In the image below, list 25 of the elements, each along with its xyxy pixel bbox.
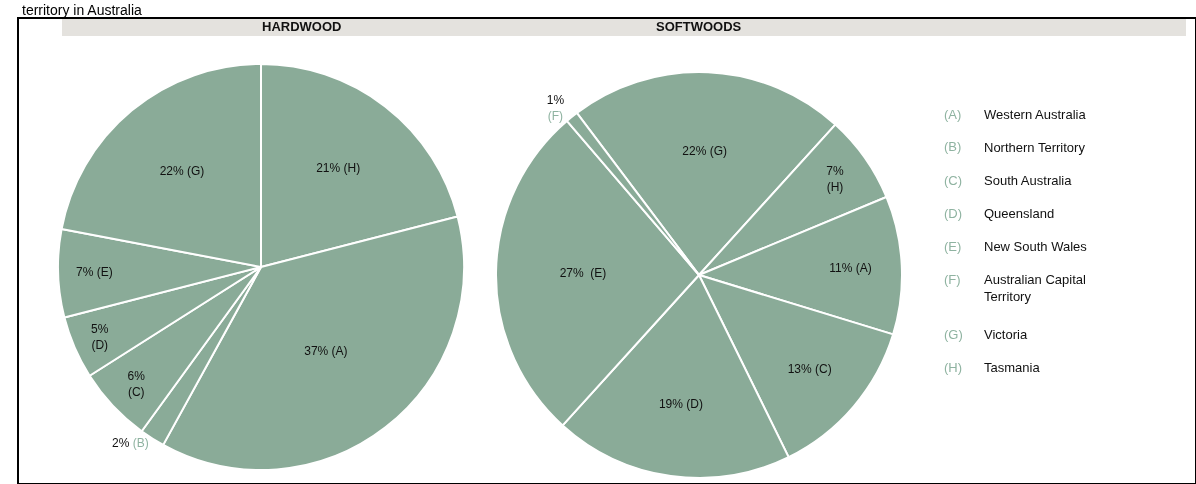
text: (B) Northern Territory bbox=[944, 139, 1085, 155]
text: (E) New South Wales bbox=[944, 239, 1087, 254]
text: (F) Australian Capital Territory bbox=[944, 272, 1086, 304]
data-label: 5% (D) bbox=[91, 321, 109, 352]
data-label: 21% (H) bbox=[316, 160, 361, 175]
data-label: 13% (C) bbox=[787, 362, 832, 377]
text: (G) Victoria bbox=[944, 327, 1028, 342]
text: (D) Queensland bbox=[944, 206, 1055, 221]
data-label: 22% (G) bbox=[682, 144, 727, 159]
data-label: 37% (A) bbox=[304, 343, 348, 358]
text: (A) Western Australia bbox=[944, 107, 1086, 122]
data-label: 1% (F) bbox=[546, 93, 565, 123]
data-label: 7% (E) bbox=[76, 265, 113, 280]
data-label: 6% (C) bbox=[127, 369, 146, 399]
text: (H) Tasmania bbox=[944, 360, 1040, 375]
data-label: 2% (B) bbox=[112, 436, 149, 451]
data-label: 19% (D) bbox=[658, 396, 703, 411]
data-label: 7% (H) bbox=[826, 164, 845, 194]
data-label: 27% (E) bbox=[559, 266, 607, 281]
data-label: 22% (G) bbox=[159, 164, 205, 179]
chart-title: SOFTWOODS bbox=[656, 19, 742, 34]
chart-title: HARDWOOD bbox=[262, 19, 342, 34]
data-label: 11% (A) bbox=[829, 260, 872, 275]
text: territory in Australia bbox=[22, 2, 143, 18]
text: (C) South Australia bbox=[944, 173, 1072, 188]
